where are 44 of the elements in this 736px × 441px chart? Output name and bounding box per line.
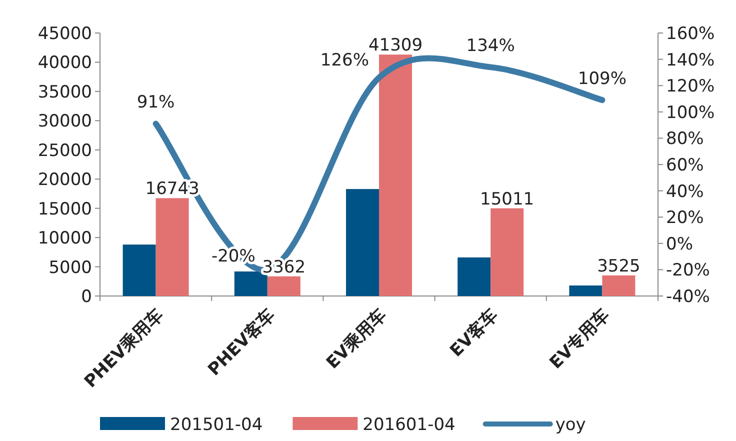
y2-tick-label: 60% (666, 156, 704, 176)
legend-label: 201601-04 (362, 415, 456, 435)
data-label: 15011 (480, 189, 534, 210)
y-tick-label: 20000 (38, 170, 92, 190)
y2-tick-label: 40% (666, 182, 704, 202)
y2-tick-label: 80% (666, 129, 704, 150)
y2-tick-label: 0% (666, 234, 693, 254)
y-tick-label: 25000 (38, 140, 92, 161)
y-tick-label: 0 (81, 287, 92, 307)
y-tick-label: 35000 (38, 82, 92, 102)
y2-tick-label: -40% (666, 287, 710, 307)
bar (379, 54, 412, 296)
bar (156, 198, 189, 296)
bar (569, 285, 602, 296)
bar (234, 271, 268, 296)
bar (490, 208, 524, 296)
y-tick-label: 15000 (38, 199, 92, 220)
data-label: 109% (578, 69, 627, 90)
y2-tick-label: 20% (666, 208, 704, 228)
y2-tick-label: 120% (666, 76, 715, 97)
data-label: 134% (466, 36, 515, 56)
data-label: 91% (136, 92, 175, 113)
x-tick-label: EV客车 (446, 305, 502, 362)
y2-tick-label: 100% (666, 102, 715, 123)
data-label: 3525 (597, 256, 640, 276)
y2-tick-label: 140% (666, 50, 715, 70)
legend-label: yoy (555, 415, 586, 435)
y-tick-label: 30000 (38, 112, 92, 132)
x-tick-label: EV乘用车 (322, 305, 391, 374)
y-tick-label: 45000 (38, 24, 92, 44)
y-tick-label: 10000 (38, 228, 92, 249)
bar (602, 275, 636, 296)
y2-tick-label: -20% (666, 260, 710, 281)
bar (122, 244, 156, 296)
data-label: 41309 (368, 36, 423, 56)
bar (346, 189, 379, 296)
x-tick-label: EV专用车 (546, 305, 614, 374)
y2-tick-label: 160% (666, 24, 715, 44)
bar (267, 276, 300, 296)
y-tick-label: 40000 (38, 53, 92, 74)
legend-label: 201501-04 (170, 415, 263, 435)
bar (458, 257, 491, 296)
y-tick-label: 5000 (48, 258, 92, 278)
data-label: 126% (320, 50, 369, 71)
